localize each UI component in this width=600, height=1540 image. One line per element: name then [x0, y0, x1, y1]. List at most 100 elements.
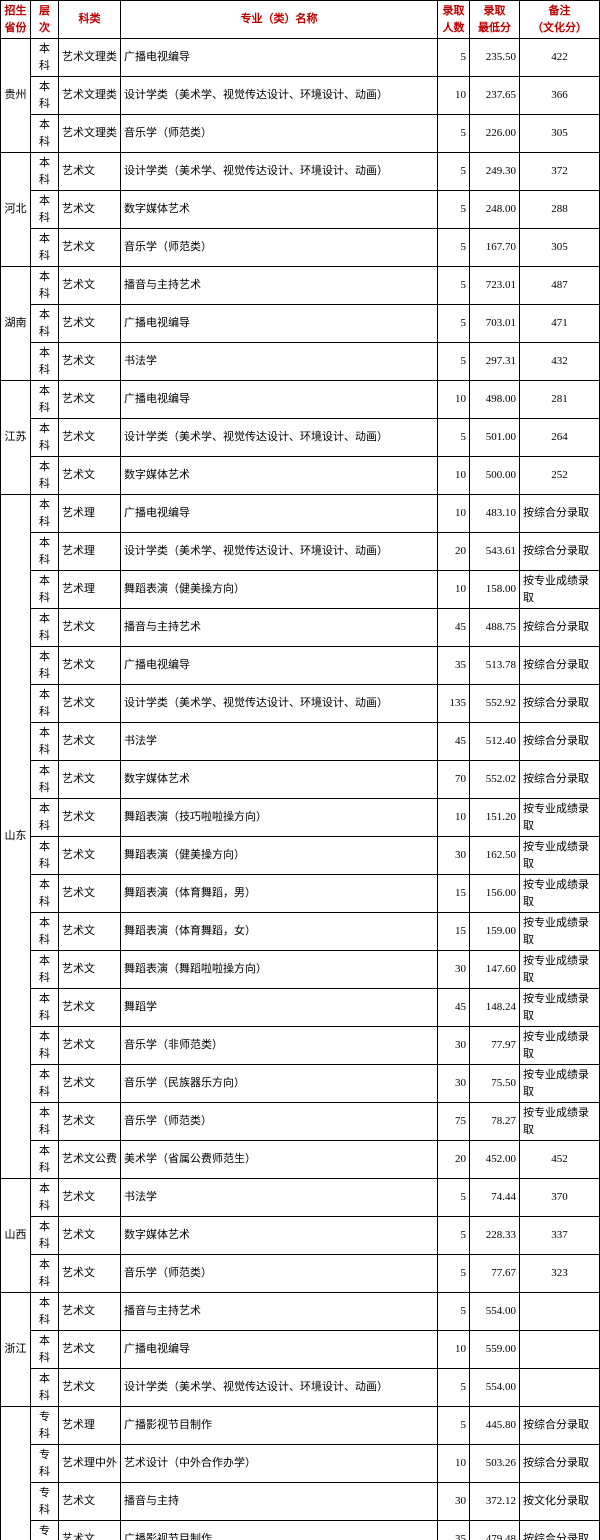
- category-cell: 艺术文: [59, 267, 121, 305]
- category-cell: 艺术理: [59, 533, 121, 571]
- table-row: 本科艺术文播音与主持艺术45488.75按综合分录取: [1, 609, 600, 647]
- note-cell: 按综合分录取: [520, 533, 600, 571]
- table-row: 本科艺术文设计学类（美术学、视觉传达设计、环境设计、动画）5501.00264: [1, 419, 600, 457]
- count-cell: 45: [438, 989, 470, 1027]
- table-row: 本科艺术文书法学5297.31432: [1, 343, 600, 381]
- header-row: 招生省份 层次 科类 专业（类）名称 录取人数 录取最低分 备注（文化分）: [1, 1, 600, 39]
- table-row: 本科艺术文舞蹈学45148.24按专业成绩录取: [1, 989, 600, 1027]
- table-row: 本科艺术文广播电视编导10559.00: [1, 1331, 600, 1369]
- level-cell: 本科: [31, 305, 59, 343]
- category-cell: 艺术文: [59, 1217, 121, 1255]
- level-cell: 本科: [31, 951, 59, 989]
- minscore-cell: 159.00: [470, 913, 520, 951]
- major-cell: 设计学类（美术学、视觉传达设计、环境设计、动画）: [121, 533, 438, 571]
- note-cell: 432: [520, 343, 600, 381]
- level-cell: 本科: [31, 1331, 59, 1369]
- note-cell: 487: [520, 267, 600, 305]
- level-cell: 本科: [31, 1103, 59, 1141]
- category-cell: 艺术文: [59, 647, 121, 685]
- minscore-cell: 156.00: [470, 875, 520, 913]
- level-cell: 本科: [31, 685, 59, 723]
- note-cell: 452: [520, 1141, 600, 1179]
- count-cell: 5: [438, 153, 470, 191]
- note-cell: 按专业成绩录取: [520, 951, 600, 989]
- minscore-cell: 162.50: [470, 837, 520, 875]
- category-cell: 艺术文: [59, 343, 121, 381]
- level-cell: 本科: [31, 495, 59, 533]
- level-cell: 本科: [31, 799, 59, 837]
- table-row: 河北本科艺术文设计学类（美术学、视觉传达设计、环境设计、动画）5249.3037…: [1, 153, 600, 191]
- count-cell: 10: [438, 571, 470, 609]
- minscore-cell: 167.70: [470, 229, 520, 267]
- note-cell: [520, 1293, 600, 1331]
- minscore-cell: 703.01: [470, 305, 520, 343]
- table-row: 浙江本科艺术文播音与主持艺术5554.00: [1, 1293, 600, 1331]
- major-cell: 舞蹈表演（体育舞蹈，女）: [121, 913, 438, 951]
- category-cell: 艺术文: [59, 1521, 121, 1540]
- major-cell: 播音与主持: [121, 1483, 438, 1521]
- minscore-cell: 479.48: [470, 1521, 520, 1540]
- level-cell: 本科: [31, 77, 59, 115]
- major-cell: 音乐学（师范类）: [121, 1103, 438, 1141]
- major-cell: 舞蹈学: [121, 989, 438, 1027]
- major-cell: 音乐学（非师范类）: [121, 1027, 438, 1065]
- major-cell: 广播电视编导: [121, 39, 438, 77]
- table-row: 本科艺术文舞蹈表演（体育舞蹈，男）15156.00按专业成绩录取: [1, 875, 600, 913]
- minscore-cell: 503.26: [470, 1445, 520, 1483]
- count-cell: 35: [438, 1521, 470, 1540]
- level-cell: 本科: [31, 533, 59, 571]
- province-cell: 山东: [1, 1407, 31, 1540]
- minscore-cell: 554.00: [470, 1369, 520, 1407]
- major-cell: 设计学类（美术学、视觉传达设计、环境设计、动画）: [121, 685, 438, 723]
- minscore-cell: 226.00: [470, 115, 520, 153]
- count-cell: 30: [438, 951, 470, 989]
- level-cell: 本科: [31, 875, 59, 913]
- category-cell: 艺术理: [59, 571, 121, 609]
- count-cell: 5: [438, 305, 470, 343]
- note-cell: 按综合分录取: [520, 647, 600, 685]
- count-cell: 10: [438, 77, 470, 115]
- note-cell: 281: [520, 381, 600, 419]
- table-row: 本科艺术理设计学类（美术学、视觉传达设计、环境设计、动画）20543.61按综合…: [1, 533, 600, 571]
- level-cell: 本科: [31, 153, 59, 191]
- note-cell: 按综合分录取: [520, 685, 600, 723]
- level-cell: 本科: [31, 609, 59, 647]
- category-cell: 艺术理: [59, 1407, 121, 1445]
- level-cell: 本科: [31, 1217, 59, 1255]
- level-cell: 本科: [31, 419, 59, 457]
- count-cell: 75: [438, 1103, 470, 1141]
- note-cell: 337: [520, 1217, 600, 1255]
- province-cell: 浙江: [1, 1293, 31, 1407]
- minscore-cell: 552.92: [470, 685, 520, 723]
- level-cell: 本科: [31, 571, 59, 609]
- category-cell: 艺术文: [59, 1255, 121, 1293]
- category-cell: 艺术文: [59, 1027, 121, 1065]
- count-cell: 5: [438, 191, 470, 229]
- table-row: 本科艺术文理类音乐学（师范类）5226.00305: [1, 115, 600, 153]
- category-cell: 艺术文: [59, 1331, 121, 1369]
- major-cell: 舞蹈表演（健美操方向）: [121, 571, 438, 609]
- level-cell: 专科: [31, 1445, 59, 1483]
- minscore-cell: 543.61: [470, 533, 520, 571]
- category-cell: 艺术文: [59, 761, 121, 799]
- count-cell: 5: [438, 1407, 470, 1445]
- category-cell: 艺术文: [59, 1293, 121, 1331]
- level-cell: 本科: [31, 1293, 59, 1331]
- count-cell: 20: [438, 533, 470, 571]
- province-cell: 江苏: [1, 381, 31, 495]
- level-cell: 本科: [31, 1255, 59, 1293]
- count-cell: 5: [438, 1179, 470, 1217]
- minscore-cell: 249.30: [470, 153, 520, 191]
- count-cell: 5: [438, 419, 470, 457]
- category-cell: 艺术文: [59, 305, 121, 343]
- table-row: 本科艺术文音乐学（师范类）7578.27按专业成绩录取: [1, 1103, 600, 1141]
- minscore-cell: 723.01: [470, 267, 520, 305]
- note-cell: 471: [520, 305, 600, 343]
- table-row: 专科艺术理中外艺术设计（中外合作办学）10503.26按综合分录取: [1, 1445, 600, 1483]
- count-cell: 30: [438, 837, 470, 875]
- level-cell: 本科: [31, 381, 59, 419]
- category-cell: 艺术文: [59, 381, 121, 419]
- count-cell: 5: [438, 267, 470, 305]
- category-cell: 艺术文理类: [59, 39, 121, 77]
- category-cell: 艺术文: [59, 799, 121, 837]
